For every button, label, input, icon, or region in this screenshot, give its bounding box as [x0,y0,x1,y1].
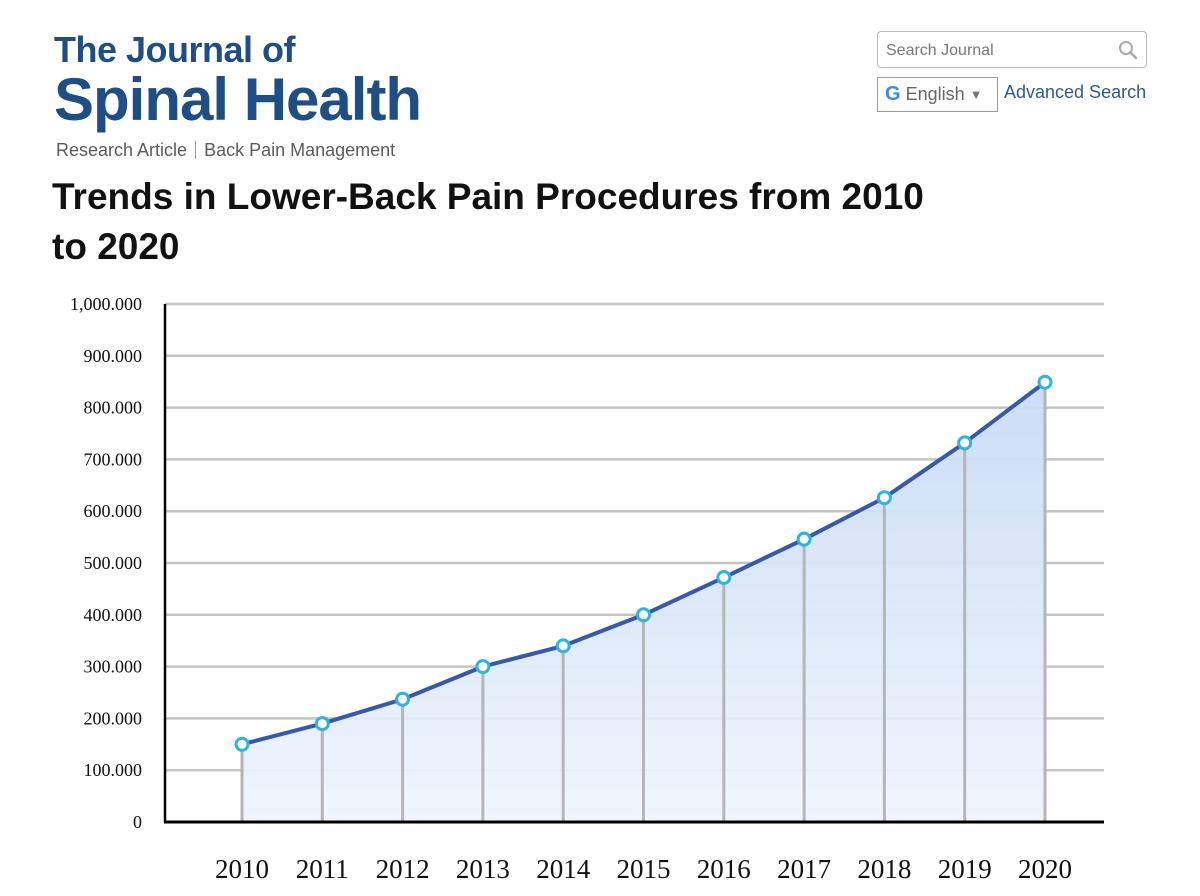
journal-name-line1: The Journal of [54,29,296,70]
x-tick-label: 2015 [617,854,671,884]
y-tick-label: 700.000 [84,449,143,469]
y-tick-label: 100.000 [84,760,143,780]
data-point [636,607,651,623]
y-tick-label: 500.000 [84,553,143,573]
data-point [475,659,491,675]
journal-logo[interactable]: The Journal of Spinal Health [54,29,422,133]
data-point [314,716,330,732]
breadcrumb-section[interactable]: Back Pain Management [204,140,396,160]
tick-labels: 0 100.000 200.000 300.000 400.000 500.000 600.… [70,294,1072,884]
breadcrumb-divider [195,141,197,159]
breadcrumb: Research Article Back Pain Management [56,140,395,161]
x-tick-label: 2018 [857,854,911,884]
x-tick-label: 2012 [376,854,430,884]
language-selector[interactable]: G English ▼ [877,77,998,112]
x-tick-label: 2013 [456,854,510,884]
x-tick-label: 2010 [215,854,269,884]
drop-lines [240,382,1047,822]
data-point [395,691,411,707]
x-tick-label: 2019 [938,854,992,884]
data-point [1037,374,1053,390]
y-tick-label: 200.000 [84,708,143,728]
data-point [876,490,892,506]
y-tick-label: 0 [133,812,142,832]
y-tick-label: 1,000.000 [70,294,142,314]
chevron-down-icon: ▼ [969,87,983,102]
data-point [716,570,732,586]
data-point [796,531,812,547]
breadcrumb-article-type[interactable]: Research Article [56,140,188,160]
x-tick-label: 2011 [296,854,349,884]
page-title: Trends in Lower-Back Pain Procedures fro… [52,176,924,267]
data-points [234,374,1053,752]
area-fill [242,382,1045,822]
journal-name-line2: Spinal Health [54,66,422,133]
x-tick-label: 2014 [536,854,591,884]
data-point [555,638,571,654]
x-tick-label: 2020 [1018,854,1072,884]
y-tick-label: 600.000 [84,501,143,521]
language-label: English [905,84,965,104]
x-tick-label: 2017 [777,854,831,884]
search-input[interactable] [884,38,1108,64]
search-icon[interactable] [1118,40,1138,65]
data-point [957,435,973,451]
y-tick-label: 300.000 [84,657,143,677]
google-icon: G [885,83,901,105]
y-tick-label: 800.000 [84,398,143,418]
data-point [234,736,250,752]
advanced-search-link[interactable]: Advanced Search [1004,82,1147,102]
area-fill-shape [242,382,1045,822]
procedures-line-chart: 0 100.000 200.000 300.000 400.000 500.000 600.… [70,294,1104,884]
axes [163,304,1104,824]
search-box[interactable] [877,31,1147,68]
x-tick-label: 2016 [697,854,751,884]
y-tick-label: 400.000 [84,605,143,625]
y-tick-label: 900.000 [84,346,143,366]
